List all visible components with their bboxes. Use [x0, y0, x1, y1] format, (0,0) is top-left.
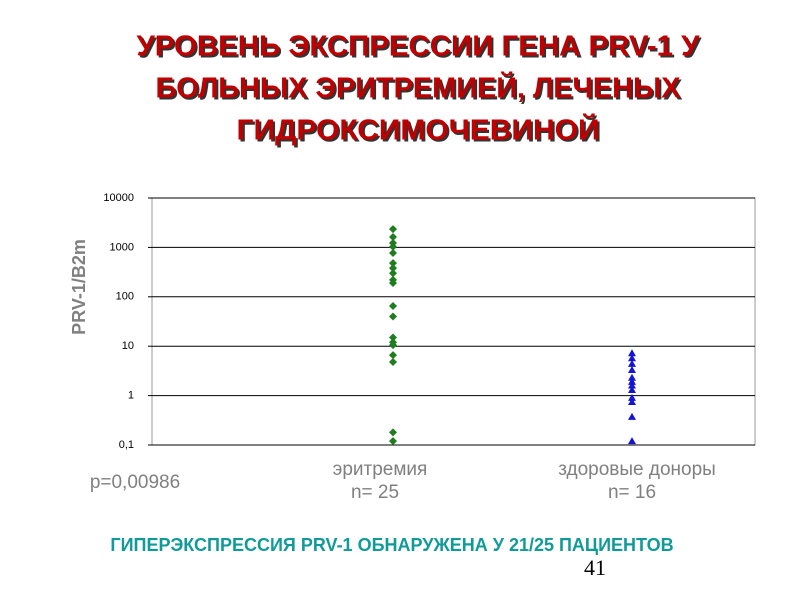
y-tick-label: 10 [122, 340, 134, 352]
data-point [628, 354, 636, 362]
data-point [389, 333, 397, 342]
data-point [628, 381, 636, 389]
x-category-label: эритремия [333, 459, 428, 480]
y-tick-label: 1000 [110, 241, 134, 253]
data-point [628, 437, 636, 445]
title-shadow: БОЛЬНЫХ ЭРИТРЕМИЕЙ, ЛЕЧЕНЫХ [158, 73, 684, 107]
data-point [628, 365, 636, 373]
data-point [628, 377, 636, 385]
data-point [389, 233, 397, 242]
data-point [389, 437, 397, 446]
data-point [389, 259, 397, 268]
title: БОЛЬНЫХ ЭРИТРЕМИЕЙ, ЛЕЧЕНЫХ [156, 71, 682, 105]
data-point [389, 428, 397, 437]
x-count-label: n= 25 [351, 482, 399, 503]
plot-frame [151, 197, 756, 446]
data-point [628, 359, 636, 367]
title-shadow: УРОВЕНЬ ЭКСПРЕССИИ ГЕНА PRV-1 У [139, 33, 703, 65]
p-value: p=0,00986 [90, 472, 180, 493]
x-count-label: n= 16 [608, 482, 656, 503]
title: УРОВЕНЬ ЭКСПРЕССИИ ГЕНА PRV-1 У [137, 31, 701, 63]
data-point [389, 249, 397, 258]
y-tick-label: 1 [128, 390, 134, 402]
title: ГИДРОКСИМОЧЕВИНОЙ [237, 113, 600, 147]
y-tick-label: 100 [116, 291, 134, 303]
data-point [389, 341, 397, 350]
data-point [628, 393, 636, 401]
y-axis-label: PRV-1/B2m [69, 239, 89, 335]
y-tick-label: 0,1 [119, 439, 134, 451]
data-point [389, 225, 397, 234]
data-point [389, 357, 397, 366]
data-point [389, 312, 397, 321]
title-shadow: ГИДРОКСИМОЧЕВИНОЙ [239, 115, 602, 149]
data-point [389, 269, 397, 278]
data-point [628, 349, 636, 357]
x-category-label: здоровые доноры [558, 459, 716, 480]
data-point [628, 373, 636, 381]
data-point [628, 398, 636, 406]
footer: ГИПЕРЭКСПРЕССИЯ PRV-1 ОБНАРУЖЕНА У 21/25… [110, 535, 673, 555]
data-point [389, 351, 397, 360]
data-point [389, 242, 397, 251]
data-point [389, 264, 397, 273]
data-point [389, 302, 397, 311]
data-point [389, 279, 397, 288]
data-point [628, 412, 636, 420]
page-number: 41 [584, 555, 606, 580]
data-point [628, 385, 636, 393]
y-tick-label: 10000 [103, 192, 134, 204]
